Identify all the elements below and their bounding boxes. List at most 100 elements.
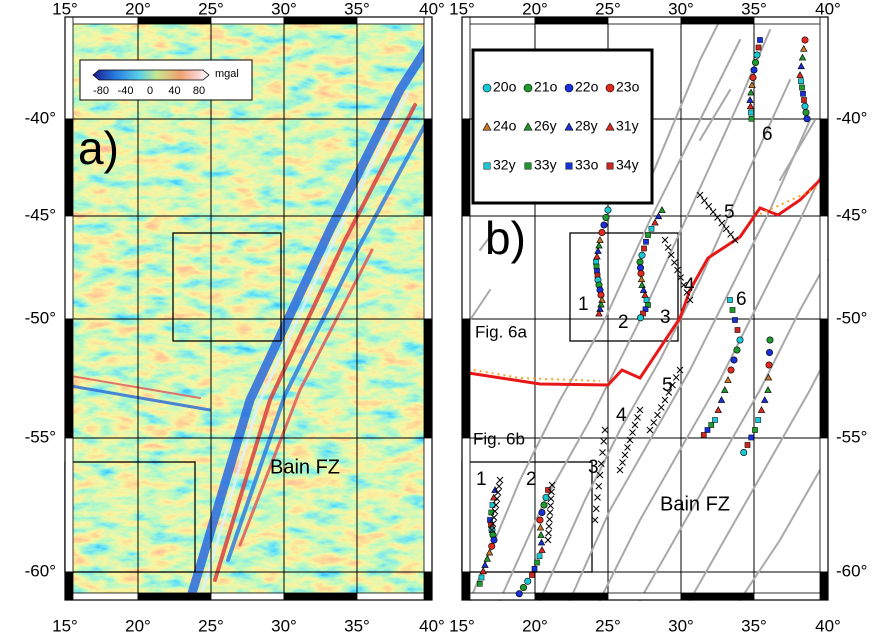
frame-strip (423, 437, 433, 573)
frame-strip (461, 592, 536, 601)
lon-label: 20° (522, 0, 548, 18)
anomaly-pick (538, 508, 546, 516)
anomaly-pick (714, 406, 722, 413)
pick-cross (696, 191, 704, 199)
anomaly-pick (483, 554, 491, 562)
segment-label: 3 (660, 307, 671, 328)
lat-label: -55° (25, 427, 56, 446)
lon-label: 40° (815, 616, 841, 635)
segment-label: 4 (684, 275, 695, 296)
lon-label: 15° (449, 616, 475, 635)
anomaly-pick (488, 542, 496, 550)
legend-label: 31y (616, 118, 639, 134)
anomaly-pick (755, 417, 762, 423)
segment-label: 2 (526, 469, 537, 490)
pick-cross (661, 396, 669, 404)
pick-cross (491, 507, 499, 515)
lon-label: 15° (52, 0, 78, 18)
anomaly-pick (479, 567, 487, 575)
pick-cross (667, 251, 675, 259)
frame-strip (423, 571, 433, 601)
anomaly-pick (748, 109, 754, 116)
anomaly-pick (531, 565, 538, 572)
anomaly-pick (732, 317, 738, 323)
pick-cross (636, 406, 644, 414)
anomaly-pick (729, 307, 736, 313)
anomaly-pick (798, 78, 804, 85)
pick-cross (616, 466, 624, 474)
anomaly-pick (736, 336, 744, 344)
pick-cross (546, 516, 553, 523)
frame-strip (64, 318, 74, 439)
lon-label: 15° (52, 616, 78, 635)
anomaly-pick (545, 487, 551, 493)
anomaly-pick (744, 442, 751, 448)
anomaly-pick (537, 531, 545, 538)
lon-label: 35° (741, 616, 767, 635)
anomaly-pick (708, 422, 715, 428)
anomaly-pick (519, 583, 527, 591)
anomaly-pick (478, 574, 485, 581)
pick-cross (669, 381, 676, 389)
anomaly-pick (565, 162, 573, 170)
anomaly-pick (730, 356, 738, 364)
lon-label: 25° (198, 0, 224, 18)
anomaly-pick (740, 448, 748, 456)
anomaly-pick (746, 96, 754, 103)
segment-label: 2 (618, 312, 629, 333)
anomaly-pick (524, 577, 532, 585)
box-label: Fig. 6a (475, 322, 528, 341)
anomaly-pick (641, 245, 647, 252)
frame-strip (461, 16, 471, 120)
anomaly-pick (801, 97, 807, 103)
legend-label: 28y (575, 118, 598, 134)
pick-cross (545, 529, 552, 537)
anomaly-pick (595, 241, 603, 249)
frame-strip (64, 437, 74, 573)
anomaly-pick (523, 122, 533, 131)
pick-cross (547, 495, 555, 503)
anomaly-pick (594, 247, 602, 254)
anomaly-pick (542, 493, 550, 501)
anomaly-pick (755, 44, 762, 51)
anomaly-pick (803, 115, 811, 123)
anomaly-pick (752, 427, 758, 433)
pick-cross (722, 225, 730, 233)
anomaly-pick (602, 214, 610, 222)
segment-label: 4 (616, 405, 627, 426)
lat-label: -45° (25, 205, 56, 224)
anomaly-pick (564, 83, 574, 93)
pick-cross (661, 236, 669, 244)
pick-cross (599, 449, 606, 456)
lon-label: 40° (419, 616, 445, 635)
anomaly-pick (658, 206, 666, 213)
colorbar (92, 69, 210, 81)
anomaly-pick (605, 83, 615, 93)
anomaly-pick (802, 109, 810, 117)
anomaly-pick (751, 58, 759, 66)
anomaly-pick (536, 516, 544, 524)
pick-cross (665, 389, 673, 396)
segment-label: 6 (736, 289, 747, 310)
frame-strip (64, 215, 74, 320)
frame-strip (461, 437, 471, 573)
frame-strip (461, 318, 471, 439)
legend-box (471, 48, 654, 205)
anomaly-pick (798, 53, 807, 61)
anomaly-pick (637, 275, 646, 283)
lon-label: 25° (595, 616, 621, 635)
colorbar-unit: mgal (215, 68, 239, 80)
anomaly-pick (536, 523, 545, 531)
segment-label: 1 (476, 469, 487, 490)
lon-label: 20° (125, 616, 151, 635)
anomaly-pick (482, 122, 492, 131)
pick-cross (496, 476, 504, 484)
pick-cross (677, 274, 684, 281)
lon-label: 40° (815, 0, 841, 18)
pick-cross (676, 366, 684, 374)
frame-strip (819, 318, 829, 439)
pick-cross (664, 244, 672, 251)
pick-cross (657, 404, 665, 411)
anomaly-pick (765, 348, 773, 356)
